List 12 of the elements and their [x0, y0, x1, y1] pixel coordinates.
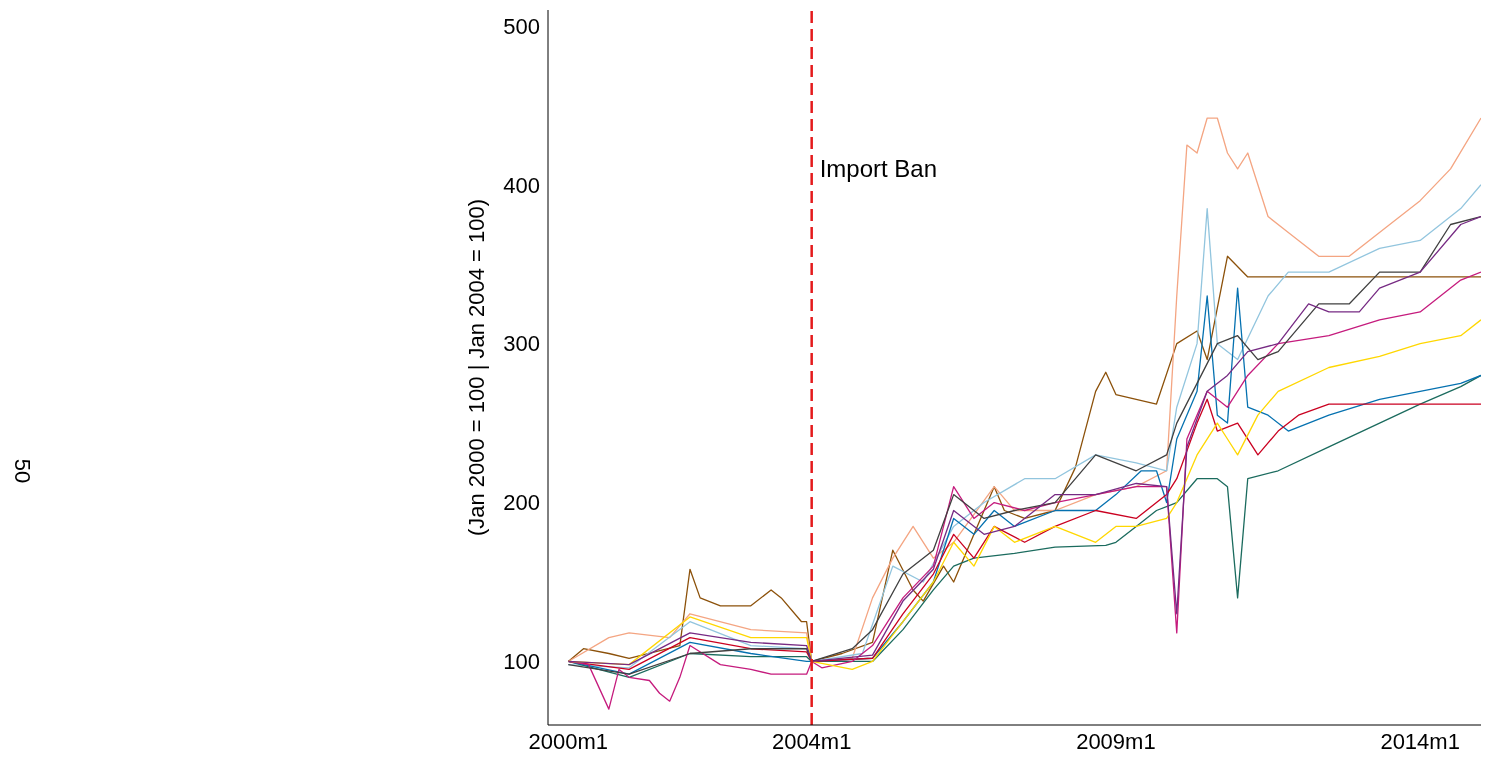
y-tick-label: 200 [503, 490, 540, 516]
y-tick-label: 100 [503, 649, 540, 675]
x-tick-label: 2004m1 [771, 728, 852, 754]
y-tick-label: 400 [503, 172, 540, 198]
y-axis-title: (Jan 2000 = 100 | Jan 2004 = 100) [463, 198, 489, 537]
x-tick-label: 2014m1 [1380, 728, 1460, 754]
y-tick-label: 300 [503, 331, 540, 357]
ref-line-label: Import Ban [819, 155, 938, 183]
y-tick-label: 500 [503, 13, 540, 39]
text: 50 [9, 458, 36, 484]
x-tick-label: 2009m1 [1076, 728, 1156, 754]
x-tick-label: 2000m1 [528, 728, 609, 754]
